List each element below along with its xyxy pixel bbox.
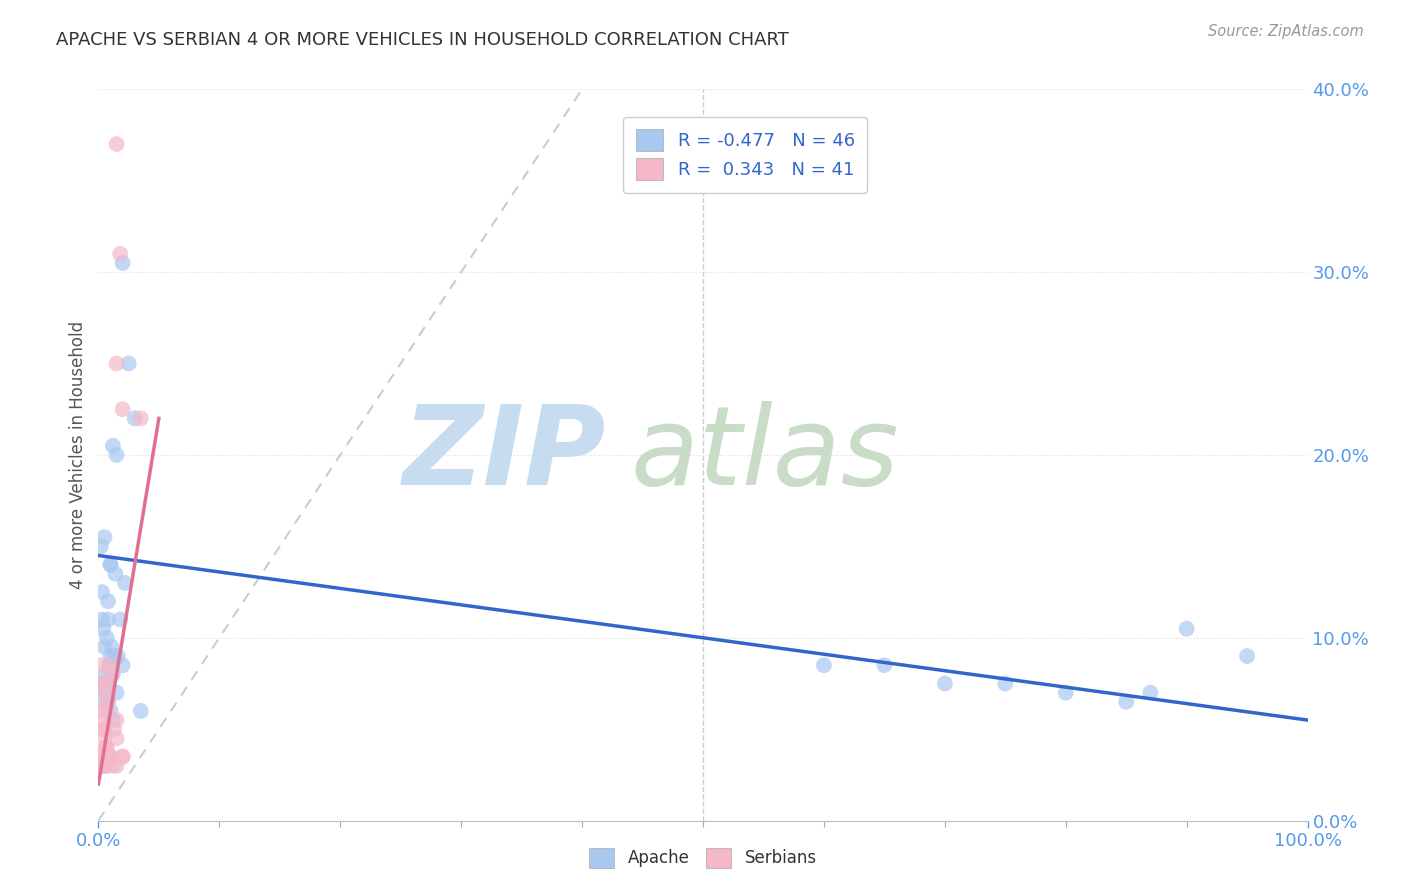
Point [94, 740, 117, 755]
Point [103, 649, 125, 664]
Point [96, 676, 118, 690]
Point [93, 723, 115, 737]
Point [111, 256, 134, 270]
Point [96, 676, 118, 690]
Legend: Apache, Serbians: Apache, Serbians [582, 841, 824, 875]
Y-axis label: 4 or more Vehicles in Household: 4 or more Vehicles in Household [69, 321, 87, 589]
Point [105, 686, 128, 700]
Point [108, 613, 131, 627]
Point [118, 356, 141, 371]
Point [1115, 695, 1137, 709]
Point [1175, 622, 1198, 636]
Point [93, 530, 115, 544]
Point [97, 749, 120, 764]
Point [100, 558, 122, 572]
Point [124, 411, 146, 425]
Point [91, 676, 114, 690]
Point [91, 695, 114, 709]
Point [108, 246, 131, 260]
Point [103, 723, 125, 737]
Point [100, 749, 122, 764]
Point [96, 704, 118, 718]
Point [114, 576, 136, 591]
Point [96, 631, 118, 645]
Legend: R = -0.477   N = 46, R =  0.343   N = 41: R = -0.477 N = 46, R = 0.343 N = 41 [623, 117, 868, 193]
Point [111, 658, 134, 673]
Point [101, 667, 124, 681]
Point [93, 758, 115, 772]
Point [101, 713, 124, 727]
Point [129, 704, 152, 718]
Point [100, 640, 122, 654]
Point [91, 723, 114, 737]
Point [100, 749, 122, 764]
Point [93, 640, 115, 654]
Point [105, 713, 128, 727]
Point [94, 667, 117, 681]
Point [813, 658, 835, 673]
Point [101, 758, 124, 772]
Point [105, 731, 128, 746]
Point [873, 658, 896, 673]
Point [994, 676, 1017, 690]
Point [1139, 686, 1161, 700]
Point [93, 758, 115, 772]
Point [91, 713, 114, 727]
Point [91, 622, 114, 636]
Point [96, 740, 118, 755]
Point [111, 749, 134, 764]
Text: APACHE VS SERBIAN 4 OR MORE VEHICLES IN HOUSEHOLD CORRELATION CHART: APACHE VS SERBIAN 4 OR MORE VEHICLES IN … [56, 31, 789, 49]
Point [94, 686, 117, 700]
Point [91, 758, 114, 772]
Point [94, 749, 117, 764]
Point [91, 758, 114, 772]
Point [100, 649, 122, 664]
Point [97, 594, 120, 608]
Point [90, 704, 112, 718]
Point [94, 740, 117, 755]
Point [96, 749, 118, 764]
Point [93, 676, 115, 690]
Point [97, 758, 120, 772]
Point [91, 613, 114, 627]
Point [91, 749, 114, 764]
Point [1236, 649, 1258, 664]
Point [100, 558, 122, 572]
Point [129, 411, 152, 425]
Point [105, 448, 128, 462]
Point [934, 676, 956, 690]
Point [98, 658, 121, 673]
Point [91, 758, 114, 772]
Text: Source: ZipAtlas.com: Source: ZipAtlas.com [1208, 24, 1364, 39]
Point [90, 539, 112, 553]
Text: atlas: atlas [630, 401, 898, 508]
Point [93, 731, 115, 746]
Point [105, 758, 128, 772]
Point [93, 686, 115, 700]
Point [97, 695, 120, 709]
Point [105, 356, 128, 371]
Point [97, 695, 120, 709]
Point [105, 136, 128, 151]
Point [111, 749, 134, 764]
Text: ZIP: ZIP [402, 401, 606, 508]
Point [91, 585, 114, 599]
Point [1054, 686, 1077, 700]
Point [91, 676, 114, 690]
Point [97, 613, 120, 627]
Point [90, 658, 112, 673]
Point [98, 658, 121, 673]
Point [104, 566, 127, 581]
Point [101, 439, 124, 453]
Point [91, 758, 114, 772]
Point [111, 402, 134, 417]
Point [107, 649, 129, 664]
Point [100, 667, 122, 681]
Point [100, 704, 122, 718]
